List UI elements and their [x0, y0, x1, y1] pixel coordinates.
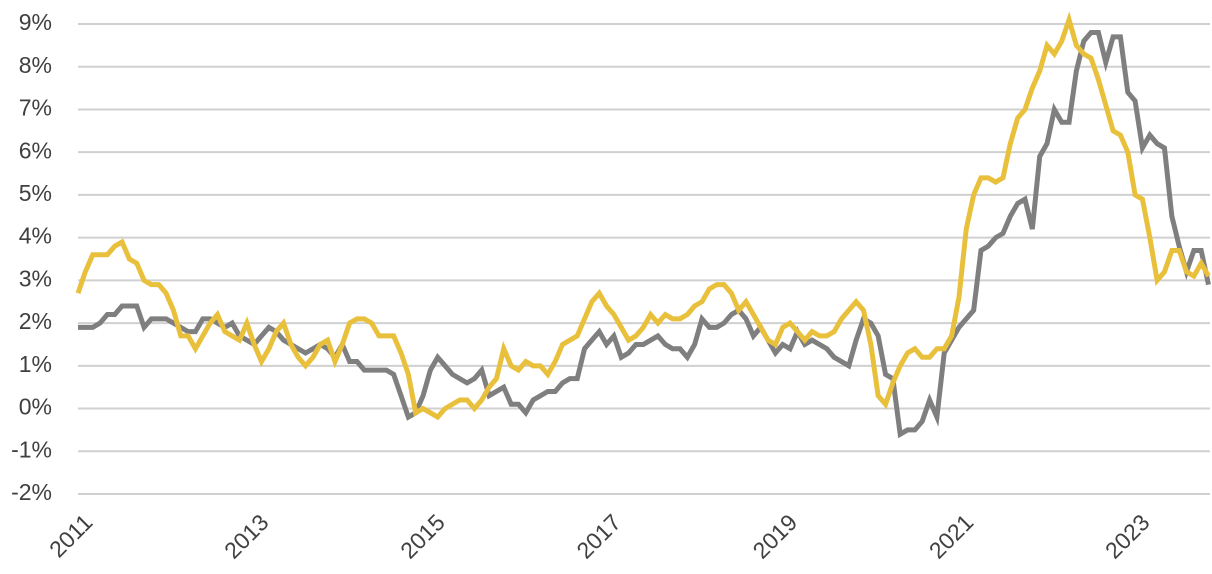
x-tick-label: 2013 — [219, 509, 274, 564]
series-line — [75, 11, 1211, 421]
x-tick-label: 2021 — [924, 509, 979, 564]
y-tick-label: 3% — [19, 265, 52, 291]
y-tick-label: 2% — [19, 308, 52, 334]
x-tick-label: 2019 — [748, 509, 803, 564]
y-tick-label: 6% — [19, 137, 52, 163]
y-tick-label: -1% — [11, 436, 52, 462]
x-tick-label: 2023 — [1100, 509, 1155, 564]
y-tick-label: 1% — [19, 351, 52, 377]
y-tick-label: 9% — [19, 9, 52, 35]
y-tick-label: -2% — [11, 479, 52, 505]
y-tick-label: 4% — [19, 223, 52, 249]
x-tick-label: 2011 — [44, 509, 97, 562]
y-tick-label: 7% — [19, 95, 52, 121]
x-tick-label: 2017 — [571, 509, 626, 564]
y-tick-label: 8% — [19, 52, 52, 78]
y-tick-label: 5% — [19, 180, 52, 206]
series-line — [78, 30, 1211, 439]
x-tick-label: 2015 — [395, 509, 450, 564]
y-tick-label: 0% — [19, 394, 52, 420]
